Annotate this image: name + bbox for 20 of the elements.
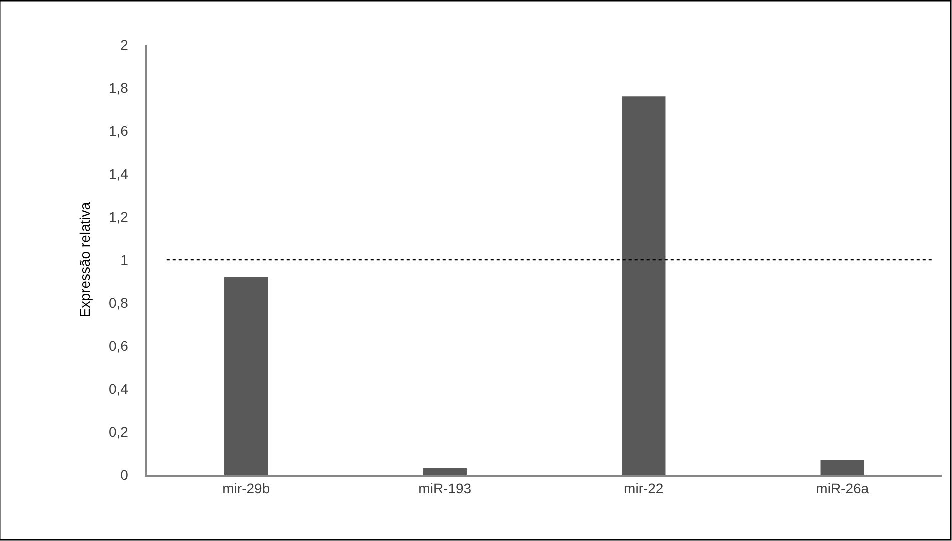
bar: [820, 460, 864, 475]
y-tick-label: 0: [120, 466, 129, 483]
y-tick-label: 2: [120, 36, 129, 53]
y-tick-label: 1,8: [108, 80, 129, 96]
x-tick-label: mir-29b: [222, 480, 270, 497]
bar: [423, 468, 467, 475]
x-tick-label: mir-22: [624, 480, 664, 497]
y-tick-label: 0,6: [108, 338, 129, 354]
y-tick-label: 1,6: [108, 122, 129, 139]
x-tick-label: miR-193: [418, 480, 472, 497]
y-tick-label: 0,2: [108, 424, 129, 440]
bar: [224, 277, 268, 475]
x-tick-label: miR-26a: [816, 480, 870, 497]
y-tick-label: 1: [120, 252, 129, 268]
y-tick-label: 1,2: [108, 208, 129, 225]
y-tick-label: 1,4: [108, 166, 129, 182]
y-tick-label: 0,4: [108, 380, 129, 397]
y-axis-title: Expressão relativa: [77, 202, 94, 318]
y-tick-label: 0,8: [108, 294, 129, 311]
bar: [622, 96, 666, 475]
